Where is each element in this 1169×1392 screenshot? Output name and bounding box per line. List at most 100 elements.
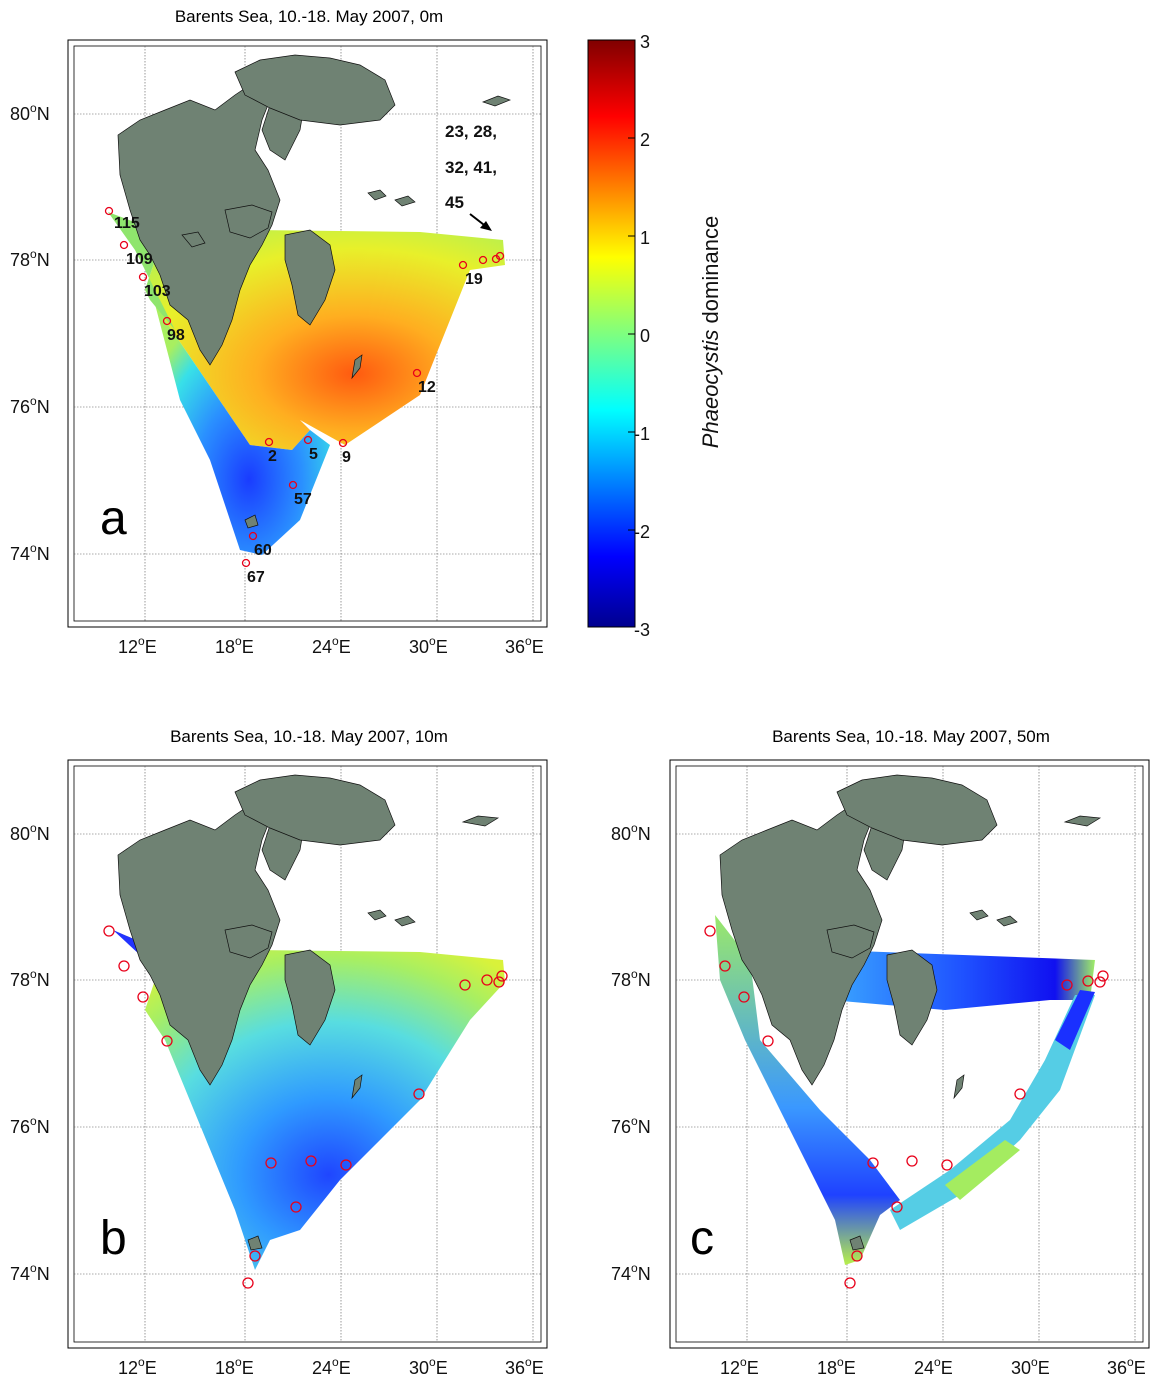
panel-b-stations <box>103 925 508 1289</box>
station-marker <box>851 1250 863 1262</box>
panel-a-frame-inner <box>73 45 542 622</box>
panel-letter: c <box>690 1212 714 1265</box>
colorbar-tick-label: 2 <box>640 130 650 150</box>
station-marker <box>249 1250 261 1262</box>
panel-c-land <box>719 774 1102 1251</box>
svg-text:30oE: 30oE <box>409 634 448 657</box>
lat-label: 80oN <box>611 821 651 844</box>
panel-b-title: Barents Sea, 10.-18. May 2007, 10m <box>170 727 448 746</box>
station-marker <box>1082 975 1094 987</box>
lat-label: 78oN <box>10 247 50 270</box>
station-marker <box>906 1155 918 1167</box>
svg-text:30oE: 30oE <box>1011 1355 1050 1378</box>
lon-label: 18oE <box>215 634 254 657</box>
lat-label: 76oN <box>10 1114 50 1137</box>
colorbar-gradient <box>587 39 636 628</box>
lat-label: 78oN <box>611 967 651 990</box>
station-marker <box>118 960 130 972</box>
station-marker <box>1094 976 1106 988</box>
svg-text:36oE: 36oE <box>505 634 544 657</box>
lat-label: 74oN <box>10 541 50 564</box>
arrow-note-line: 23, 28, <box>445 122 497 141</box>
arrow-note-line: 32, 41, <box>445 158 497 177</box>
svg-text:76oN: 76oN <box>611 1114 651 1137</box>
station-marker <box>738 991 750 1003</box>
station-marker <box>338 438 348 448</box>
station-marker <box>241 558 251 568</box>
colorbar-tick-label: -1 <box>634 424 650 444</box>
svg-text:78oN: 78oN <box>611 967 651 990</box>
colorbar: 3 2 1 0 -1 -2 -3 Phaeocystis dominance <box>587 32 723 640</box>
station-marker <box>413 1088 425 1100</box>
station-marker <box>719 960 731 972</box>
svg-text:80oN: 80oN <box>611 821 651 844</box>
station-marker <box>844 1277 856 1289</box>
colorbar-tick-label: 0 <box>640 326 650 346</box>
lon-label: 24oE <box>914 1355 953 1378</box>
station-marker <box>305 1155 317 1167</box>
lon-label: 30oE <box>1011 1355 1050 1378</box>
station-marker <box>1061 979 1073 991</box>
station-marker <box>493 976 505 988</box>
lat-label: 80oN <box>10 101 50 124</box>
station-marker <box>867 1157 879 1169</box>
station-marker <box>265 1157 277 1169</box>
lon-label: 24oE <box>312 1355 351 1378</box>
station-label: 109 <box>126 251 153 268</box>
station-label: 2 <box>268 448 277 465</box>
panel-b-land <box>117 774 500 1251</box>
lat-label: 78oN <box>10 967 50 990</box>
svg-text:36oE: 36oE <box>505 1355 544 1378</box>
panel-letter: a <box>100 492 127 545</box>
svg-text:80oN: 80oN <box>10 821 50 844</box>
panel-c-title: Barents Sea, 10.-18. May 2007, 50m <box>772 727 1050 746</box>
station-label: 19 <box>465 271 483 288</box>
svg-text:76oN: 76oN <box>10 394 50 417</box>
lat-label: 74oN <box>10 1261 50 1284</box>
station-marker <box>242 1277 254 1289</box>
lon-label: 30oE <box>409 1355 448 1378</box>
svg-text:30oE: 30oE <box>409 1355 448 1378</box>
colorbar-tick-label: 1 <box>640 228 650 248</box>
panel-a: Barents Sea, 10.-18. May 2007, 0m <box>67 7 548 628</box>
station-label: 57 <box>294 491 312 508</box>
lon-label: 36oE <box>505 634 544 657</box>
lat-label: 76oN <box>10 394 50 417</box>
station-marker <box>138 272 148 282</box>
station-label: 5 <box>309 446 318 463</box>
station-label: 12 <box>418 379 436 396</box>
station-marker <box>288 480 298 490</box>
colorbar-tick-labels: 3 2 1 0 -1 -2 -3 <box>634 32 650 640</box>
lon-label: 30oE <box>409 634 448 657</box>
panel-a-stations <box>104 206 505 568</box>
colorbar-tick-label: -3 <box>634 620 650 640</box>
svg-text:74oN: 74oN <box>10 541 50 564</box>
svg-text:78oN: 78oN <box>10 967 50 990</box>
panel-a-arrow-note: 23, 28, 32, 41, 45 <box>445 122 497 212</box>
station-marker <box>340 1159 352 1171</box>
lon-label: 12oE <box>118 1355 157 1378</box>
station-marker <box>161 1035 173 1047</box>
svg-text:76oN: 76oN <box>10 1114 50 1137</box>
lon-label: 12oE <box>118 634 157 657</box>
svg-text:80oN: 80oN <box>10 101 50 124</box>
station-marker <box>481 974 493 986</box>
station-marker <box>459 979 471 991</box>
panel-b-frame-inner <box>73 765 542 1343</box>
colorbar-tick-label: -2 <box>634 522 650 542</box>
panel-letter: b <box>100 1212 127 1265</box>
station-marker <box>119 240 129 250</box>
svg-text:24oE: 24oE <box>312 634 351 657</box>
station-marker <box>1097 970 1109 982</box>
station-marker <box>941 1159 953 1171</box>
svg-text:18oE: 18oE <box>817 1355 856 1378</box>
station-marker <box>412 368 422 378</box>
station-marker <box>104 206 114 216</box>
station-label: 98 <box>167 327 185 344</box>
panel-a-title: Barents Sea, 10.-18. May 2007, 0m <box>175 7 443 26</box>
station-marker <box>103 925 115 937</box>
svg-text:24oE: 24oE <box>312 1355 351 1378</box>
station-label: 115 <box>114 215 140 232</box>
panel-c-stations <box>704 925 1109 1289</box>
station-marker <box>1014 1088 1026 1100</box>
